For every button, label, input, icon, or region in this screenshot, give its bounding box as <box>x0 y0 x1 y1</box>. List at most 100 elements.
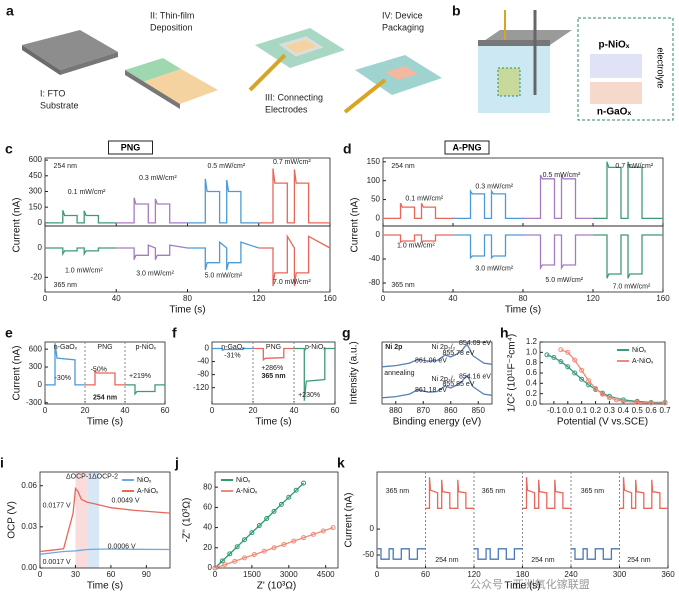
x-tick-label: 160 <box>656 294 670 303</box>
y-axis-label: Intensity (a.u.) <box>349 341 360 404</box>
p-layer <box>590 54 642 78</box>
annotation: 254 nm <box>531 557 555 564</box>
point <box>648 400 654 406</box>
y-tick-label: 100 <box>367 176 381 185</box>
series-line <box>294 347 335 401</box>
annotation: 861.18 eV <box>415 387 447 394</box>
layer-label: n-GaOₓ <box>597 107 632 118</box>
step-label: Electrodes <box>265 104 308 114</box>
y-tick-label: -50 <box>362 550 374 559</box>
x-tick-label: 880 <box>389 406 403 415</box>
annotation: 365 nm <box>581 488 605 495</box>
annotation: p-NiOₓ <box>136 344 157 351</box>
annotation: 0.0017 V <box>43 559 71 566</box>
panel-letter: b <box>452 3 461 19</box>
point <box>234 544 240 550</box>
x-axis-label: Binding energy (eV) <box>393 417 481 428</box>
series-line <box>258 168 330 224</box>
x-tick-label: 0 <box>43 294 48 303</box>
y-tick-label: 0 <box>376 230 381 239</box>
x-tick-label: 850 <box>472 406 486 415</box>
x-tick-label: 870 <box>417 406 431 415</box>
annotation: ΔOCP-2 <box>92 474 118 481</box>
y-tick-label: -300 <box>26 398 43 407</box>
y-tick-label: 0.00 <box>21 563 37 572</box>
point <box>558 347 564 353</box>
panel-letter: j <box>174 455 179 471</box>
y-tick-label: 300 <box>29 362 43 371</box>
point <box>227 551 233 557</box>
y-tick-label: 1.2 <box>526 337 538 346</box>
series-line <box>453 234 523 260</box>
electrode <box>343 78 387 114</box>
y-axis-label: Current (nA) <box>344 492 355 547</box>
x-tick-label: 60 <box>421 570 430 579</box>
annotation: PNG <box>97 344 112 351</box>
panel: 0 150 300 450 600 c PNG Current (nA) 254 nm 0.1 m… <box>5 140 331 253</box>
annotation: p-NiOₓ <box>305 344 326 351</box>
annotation: 0.0049 V <box>112 498 140 505</box>
point <box>222 562 228 568</box>
point <box>330 525 336 531</box>
x-tick-label: 0 <box>38 570 43 579</box>
x-tick-label: 0.6 <box>646 406 658 415</box>
y-tick-label: 50 <box>371 195 380 204</box>
y-tick-label: 300 <box>29 187 43 196</box>
y-tick-label: 0 <box>38 218 43 227</box>
point <box>551 355 557 360</box>
point <box>544 352 550 358</box>
y-axis-label: Current (nA) <box>12 197 23 252</box>
y-axis-label: -Z'' (10³Ω) <box>182 498 193 543</box>
y-tick-label: 450 <box>29 171 43 180</box>
panel: 0 40 80 120 160 -20 0 Time (s) 365 nm 1.0 mW/cm² 3… <box>30 225 337 316</box>
annotation: 0.7 mW/cm² <box>615 163 653 170</box>
panel-letter: k <box>337 455 345 471</box>
annotation: Ni 2p₃/₂ <box>432 376 456 383</box>
series-line <box>39 548 171 555</box>
annotation: 0.7 mW/cm² <box>273 159 311 166</box>
annotation: +219% <box>129 373 151 380</box>
series-line <box>522 477 571 509</box>
plot-frame <box>39 471 171 569</box>
annotation: 0.5 mW/cm² <box>207 163 245 170</box>
annotation: 855.78 eV <box>443 350 475 357</box>
y-tick-label: 60 <box>203 502 212 511</box>
series-line <box>125 384 165 396</box>
point <box>320 528 326 534</box>
band <box>87 472 100 568</box>
lid-side <box>478 40 550 46</box>
y-tick-label: -120 <box>193 383 210 392</box>
series-line <box>39 486 171 553</box>
y-tick-label: 0 <box>38 243 43 252</box>
band <box>75 472 88 568</box>
window <box>385 66 418 80</box>
point <box>586 378 592 384</box>
step-label: II: Thin-film <box>150 10 194 20</box>
annotation: 254 nm <box>435 557 459 564</box>
x-tick-label: 0.4 <box>618 406 630 415</box>
panel-letter: c <box>5 141 13 157</box>
x-tick-label: 20 <box>81 406 90 415</box>
annotation: 254 nm <box>54 163 78 170</box>
annotation: 365 nm <box>261 373 285 380</box>
point <box>606 395 612 401</box>
legend-label: A-NiOₓ <box>632 358 654 365</box>
x-tick-label: 160 <box>323 294 337 303</box>
layer-peach <box>143 69 218 104</box>
x-tick-label: 0.0 <box>562 406 574 415</box>
plot-frame <box>214 471 339 569</box>
substrate <box>22 30 118 70</box>
annotation: 0.0006 V <box>108 544 136 551</box>
panel: 0 60 120 180 240 300 360 -50 0 k Time (s) Current (… <box>337 455 675 592</box>
y-tick-label: -80 <box>197 370 209 379</box>
annotation: -31% <box>224 352 240 359</box>
x-axis-label: Time (s) <box>255 417 291 428</box>
schematic-a: a I: FTO Substrate II: Thin-film Deposit… <box>6 3 442 114</box>
y-tick-label: 0 <box>208 563 213 572</box>
x-tick-label: 0 <box>213 570 218 579</box>
step-label: I: FTO <box>40 88 65 98</box>
layer-green <box>125 58 181 82</box>
series-line <box>571 548 620 560</box>
y-tick-label: 0.2 <box>526 389 538 398</box>
annotation: 0.1 mW/cm² <box>405 196 443 203</box>
